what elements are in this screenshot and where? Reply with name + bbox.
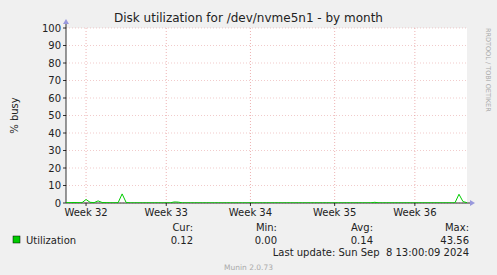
tick-mark [334, 203, 335, 206]
tick-label: 10 [48, 180, 61, 191]
tick-label: Week 33 [145, 207, 188, 218]
grid-line [166, 28, 167, 203]
tick-mark [414, 203, 415, 206]
tick-mark [63, 98, 66, 99]
tick-label: Week 35 [313, 207, 356, 218]
grid-line [66, 63, 467, 64]
tick-mark [63, 45, 66, 46]
background [0, 0, 497, 275]
stat-header: Min: [256, 222, 277, 233]
footer: Munin 2.0.73 [224, 263, 273, 272]
grid-line [66, 28, 467, 29]
tick-label: 80 [48, 58, 61, 69]
last-update: Last update: Sun Sep 8 13:00:09 2024 [273, 247, 469, 258]
stat-value: 0.00 [255, 235, 277, 246]
y-axis [66, 22, 67, 203]
chart: 0 10 20 30 40 50 60 70 80 90 100 Week 32 Week 33 Week… [0, 0, 497, 275]
tick-mark [63, 203, 66, 204]
tick-mark [63, 80, 66, 81]
title: Disk utilization for /dev/nvme5n1 - by m… [114, 11, 383, 25]
grid-line [66, 80, 467, 81]
tick-mark [63, 133, 66, 134]
y-label: % busy [9, 97, 20, 134]
tick-label: 100 [42, 23, 61, 34]
stat-header: Max: [445, 222, 469, 233]
stat-value: 0.12 [171, 235, 193, 246]
tick-mark [63, 168, 66, 169]
tick-label: Week 34 [229, 207, 272, 218]
tick-label: 0 [55, 198, 61, 209]
series-group [66, 194, 467, 203]
tick-label: 40 [48, 128, 61, 139]
legend-label: Utilization [26, 235, 76, 246]
axis-arrow [63, 19, 69, 24]
series-line [66, 194, 467, 203]
tick-mark [166, 203, 167, 206]
tick-label: 30 [48, 145, 61, 156]
grid-line [66, 185, 467, 186]
tick-mark [63, 63, 66, 64]
tick-mark [86, 203, 87, 206]
tick-label: 60 [48, 93, 61, 104]
tick-mark [63, 185, 66, 186]
legend-swatch [13, 236, 20, 243]
stat-header: Avg: [351, 222, 373, 233]
tick-label: 90 [48, 40, 61, 51]
tick-label: 20 [48, 163, 61, 174]
grid-line [250, 28, 251, 203]
grid-line [66, 45, 467, 46]
tick-label: 70 [48, 75, 61, 86]
grid-line [334, 28, 335, 203]
stat-value: 0.14 [351, 235, 373, 246]
plot-area [66, 28, 467, 203]
grid-line [66, 115, 467, 116]
grid-line [86, 28, 87, 203]
tick-mark [250, 203, 251, 206]
stat-value: 43.56 [440, 235, 469, 246]
grid-line [66, 168, 467, 169]
stat-header: Cur: [172, 222, 193, 233]
axis-arrow [470, 200, 475, 206]
grid-line [66, 150, 467, 151]
tick-label: Week 36 [393, 207, 436, 218]
grid-line [66, 133, 467, 134]
watermark: RRDTOOL / TOBI OETIKER [484, 28, 492, 112]
tick-mark [63, 150, 66, 151]
tick-mark [63, 28, 66, 29]
grid-line [66, 98, 467, 99]
tick-label: Week 32 [64, 207, 107, 218]
tick-label: 50 [48, 110, 61, 121]
tick-mark [63, 115, 66, 116]
grid-line [414, 28, 415, 203]
